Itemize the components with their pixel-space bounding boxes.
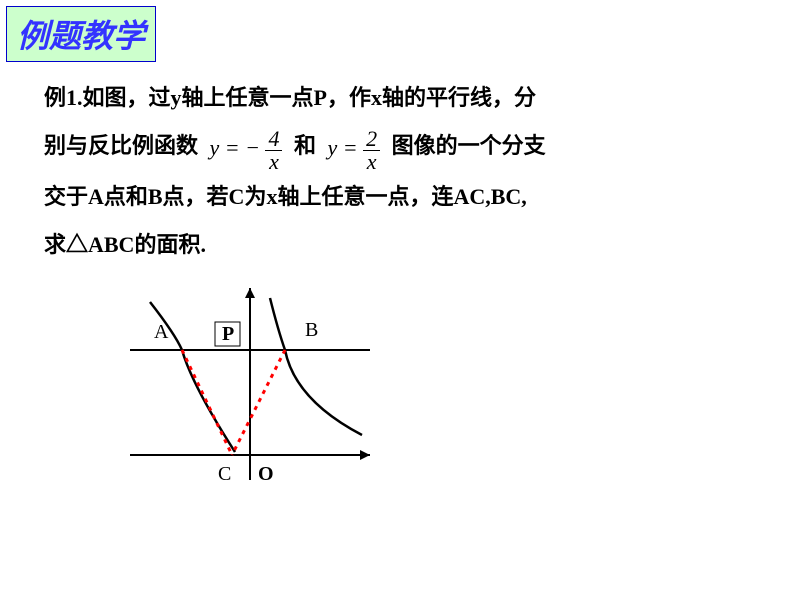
equation-2: y = 2 x — [328, 124, 381, 172]
problem-line-2a: 别与反比例函数 — [44, 133, 198, 158]
label-P: P — [222, 323, 234, 345]
equation-1: y = − 4 x — [210, 124, 283, 172]
label-B: B — [305, 319, 318, 341]
problem-line-2b: 图像的一个分支 — [392, 133, 546, 158]
coordinate-graph: A B P C O — [110, 280, 390, 500]
label-A: A — [154, 321, 169, 343]
problem-line-3: 交于A点和B点，若C为x轴上任意一点，连AC,BC, — [44, 184, 527, 209]
y-axis-arrow — [245, 288, 255, 298]
eq1-num: 4 — [265, 128, 282, 151]
problem-statement: 例1.如图，过y轴上任意一点P，作x轴的平行线，分 别与反比例函数 y = − … — [44, 74, 744, 269]
eq2-den: x — [363, 151, 380, 173]
eq1-lhs: y = − — [210, 135, 260, 160]
label-O: O — [258, 463, 274, 485]
eq2-fraction: 2 x — [363, 128, 380, 173]
problem-line-1: 例1.如图，过y轴上任意一点P，作x轴的平行线，分 — [44, 85, 536, 110]
x-axis-arrow — [360, 450, 370, 460]
and-word: 和 — [294, 133, 316, 158]
line-BC — [232, 350, 285, 455]
axes-group — [130, 288, 370, 480]
label-C: C — [218, 463, 231, 485]
eq1-fraction: 4 x — [265, 128, 282, 173]
page-title: 例题教学 — [6, 6, 156, 62]
eq2-lhs: y = — [328, 135, 358, 160]
eq2-num: 2 — [363, 128, 380, 151]
problem-line-4: 求△ABC的面积. — [44, 232, 206, 257]
eq1-den: x — [265, 151, 282, 173]
line-AC — [182, 350, 232, 455]
